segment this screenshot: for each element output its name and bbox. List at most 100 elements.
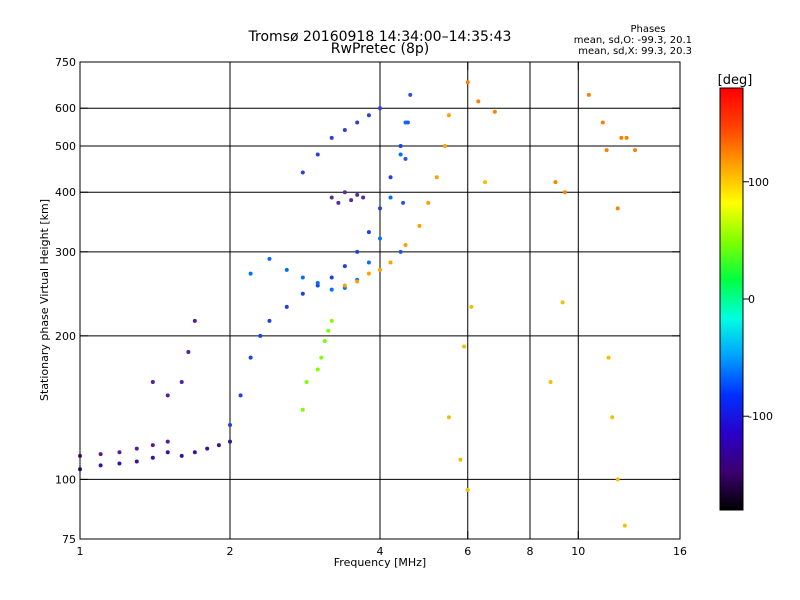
data-point [322, 339, 327, 344]
x-axis-label: Frequency [MHz] [334, 556, 426, 569]
colorbar-tick-label: -100 [748, 410, 773, 423]
x-tick-label: 2 [227, 545, 234, 558]
data-point [284, 304, 289, 309]
data-point [329, 135, 334, 140]
stats-line-x: mean, sd,X: 99.3, 20.3 [578, 46, 692, 57]
data-point [284, 267, 289, 272]
data-point [378, 106, 382, 111]
y-tick-label: 750 [55, 56, 76, 69]
data-point [336, 200, 341, 205]
x-tick-label: 6 [464, 545, 471, 558]
colorbar-ticks: 100 0 -100 [743, 176, 773, 423]
colorbar [719, 87, 744, 511]
data-point [355, 192, 360, 197]
data-point [300, 170, 305, 175]
data-point [408, 92, 413, 97]
x-tick-label: 1 [77, 545, 84, 558]
colorbar-tick-label: 0 [748, 293, 755, 306]
data-point [476, 99, 481, 104]
data-point [98, 463, 103, 468]
y-tick-label: 75 [62, 533, 76, 546]
data-point [228, 423, 232, 428]
data-point [366, 271, 371, 276]
data-point [186, 349, 191, 354]
data-point [403, 243, 408, 248]
data-point [462, 344, 467, 349]
data-point [315, 367, 320, 372]
y-tick-label: 500 [55, 140, 76, 153]
chart-subtitle: RwPretec (8p) [331, 41, 429, 57]
data-point [342, 128, 347, 133]
data-point [300, 291, 305, 296]
data-point [446, 113, 451, 118]
data-point [465, 80, 470, 85]
data-point [329, 195, 334, 200]
data-point [150, 443, 155, 448]
data-point [150, 380, 155, 385]
data-point [300, 407, 305, 412]
data-point [329, 275, 334, 280]
data-point [355, 249, 360, 254]
data-point [610, 415, 615, 420]
data-point [492, 109, 497, 114]
data-point [117, 461, 122, 466]
data-point [248, 271, 253, 276]
data-point [216, 443, 221, 448]
data-points [78, 80, 638, 528]
data-point [366, 113, 371, 118]
data-point [615, 477, 620, 482]
data-point [426, 200, 431, 205]
data-point [398, 152, 403, 157]
data-point [267, 256, 272, 261]
data-point [378, 236, 382, 241]
data-point [238, 393, 243, 398]
data-point [398, 249, 403, 254]
data-point [586, 92, 591, 97]
x-tick-label: 8 [527, 545, 534, 558]
data-point [134, 459, 139, 464]
data-point [355, 120, 360, 125]
data-point [378, 267, 382, 272]
y-tick-label: 300 [55, 246, 76, 259]
data-point [165, 393, 170, 398]
data-point [366, 230, 371, 235]
data-point [355, 279, 360, 284]
data-point [165, 450, 170, 455]
data-point [446, 415, 451, 420]
y-axis-label: Stationary phase Virtual Height [km] [38, 199, 51, 401]
data-point [417, 223, 422, 228]
data-point [98, 452, 103, 457]
data-point [560, 300, 565, 305]
data-point [624, 135, 629, 140]
colorbar-label: [deg] [718, 73, 753, 88]
x-tick-label: 4 [377, 545, 384, 558]
data-point [401, 200, 406, 205]
data-point [366, 260, 371, 265]
data-point [434, 175, 439, 180]
data-point [600, 120, 605, 125]
data-point [405, 120, 410, 125]
data-point [606, 355, 611, 360]
data-point [403, 156, 408, 161]
data-point [388, 260, 393, 265]
data-point [465, 488, 470, 493]
x-tick-label: 16 [673, 545, 687, 558]
data-point [326, 328, 331, 333]
chart-title: Tromsø 20160918 14:34:00–14:35:43 [248, 29, 512, 45]
data-point [442, 143, 447, 148]
data-point [349, 198, 354, 203]
data-point [319, 355, 324, 360]
data-point [205, 446, 210, 451]
data-point [315, 281, 320, 286]
y-tick-label: 200 [55, 330, 76, 343]
data-point [134, 446, 139, 451]
data-point [483, 180, 488, 185]
data-point [117, 450, 122, 455]
data-point [267, 318, 272, 323]
data-point [304, 380, 309, 385]
data-point [315, 152, 320, 157]
data-point [633, 148, 638, 153]
data-point [179, 380, 184, 385]
data-point [619, 135, 624, 140]
data-point [622, 523, 627, 528]
